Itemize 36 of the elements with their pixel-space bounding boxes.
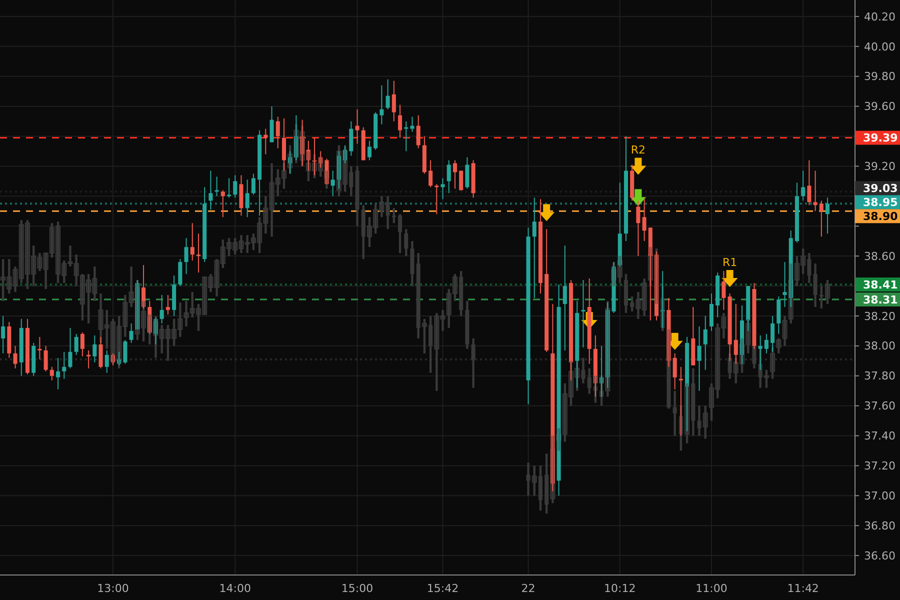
x-tick-label: 15:00 <box>341 582 374 595</box>
x-tick-label: 11:42 <box>787 582 819 595</box>
ref-line-label: 38.41 <box>863 278 898 292</box>
y-tick-label: 39.80 <box>864 70 896 84</box>
x-tick-label: 11:00 <box>696 582 728 595</box>
ref-line-label: 38.31 <box>863 293 898 306</box>
ref-line-label: 38.90 <box>863 210 898 223</box>
point <box>630 158 646 175</box>
y-tick-label: 37.20 <box>864 460 896 473</box>
y-tick-label: 37.80 <box>864 370 896 383</box>
data-label: R2 <box>630 144 646 157</box>
x-tick-label: 15:42 <box>426 582 459 595</box>
y-tick-label: 37.00 <box>864 489 896 502</box>
x-tick-label: 14:00 <box>219 582 251 595</box>
data-label: R1 <box>722 256 738 270</box>
point <box>538 204 555 222</box>
y-tick-label: 38.20 <box>864 310 896 323</box>
ref-line-label: 39.03 <box>863 182 898 195</box>
x-tick-label: 22 <box>521 582 536 595</box>
y-tick-label: 36.60 <box>864 549 896 562</box>
y-tick-label: 37.60 <box>864 400 896 413</box>
y-tick-label: 38.00 <box>864 340 896 353</box>
y-tick-label: 38.60 <box>864 250 896 263</box>
ref-line-label: 38.95 <box>863 196 898 209</box>
x-tick-label: 13:00 <box>97 582 129 595</box>
point <box>722 270 738 288</box>
candlestick <box>202 276 208 316</box>
y-tick-label: 39.20 <box>864 160 896 174</box>
x-tick-label: 10:12 <box>604 582 636 595</box>
y-tick-label: 40.00 <box>864 40 896 54</box>
y-tick-label: 36.80 <box>864 519 896 532</box>
point <box>630 189 646 206</box>
y-tick-label: 39.60 <box>864 100 896 114</box>
y-tick-label: 40.20 <box>864 10 896 24</box>
ref-line-label: 39.39 <box>863 132 898 145</box>
y-tick-label: 37.40 <box>864 430 896 443</box>
